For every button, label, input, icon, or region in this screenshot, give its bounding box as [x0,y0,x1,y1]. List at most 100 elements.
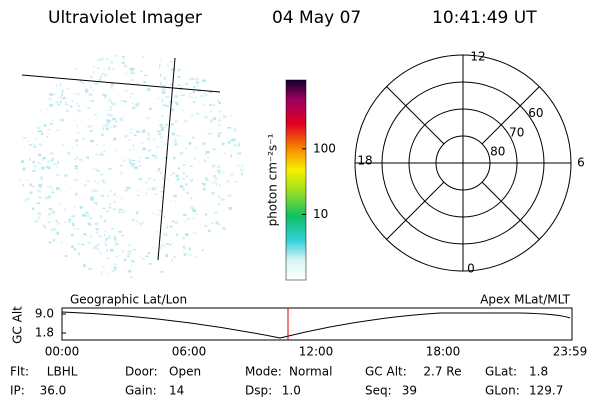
speckle [37,126,41,129]
speckle [190,206,194,210]
speckle [56,187,60,190]
speckle [218,171,221,175]
speckle [96,67,100,69]
speckle [156,145,159,149]
speckle [110,61,114,64]
speckle [34,219,39,223]
speckle [115,255,118,257]
speckle [163,216,165,219]
speckle [75,139,79,142]
speckle [118,230,122,233]
speckle [120,100,124,102]
speckle [71,215,75,218]
speckle [177,178,180,180]
speckle [217,134,220,138]
speckle [40,109,42,112]
speckle [51,93,56,96]
speckle [82,214,86,217]
speckle [227,127,232,129]
speckle [97,243,100,246]
speckle [143,74,148,76]
speckle [184,213,186,215]
speckle [159,210,163,213]
speckle [120,196,123,200]
speckle [141,257,145,260]
speckle [219,184,221,187]
speckle [217,99,220,103]
speckle [194,137,197,139]
speckle [57,103,60,106]
speckle [193,231,195,233]
speckle [102,265,105,268]
speckle [183,237,185,240]
speckle [240,168,244,172]
speckle [162,239,164,241]
speckle [59,83,61,87]
speckle [108,206,111,209]
speckle [55,84,58,87]
speckle [175,174,179,178]
speckle [110,82,114,86]
speckle [201,183,205,185]
colorbar-tick-label: 100 [313,141,336,155]
speckle [188,93,191,96]
speckle [119,164,123,167]
speckle [149,107,152,110]
speckle [170,108,174,112]
speckle [36,189,41,193]
speckle [130,128,133,131]
speckle [46,165,49,169]
speckle [166,226,168,229]
speckle [122,250,125,253]
speckle [202,183,206,186]
speckle [96,144,99,146]
speckle [34,167,37,169]
speckle [77,112,80,114]
speckle [75,68,77,70]
speckle [241,173,243,176]
speckle [152,179,156,181]
speckle [39,144,44,147]
speckle [205,177,208,180]
status-value: Open [169,365,201,379]
speckle [201,79,206,83]
speckle [183,221,187,223]
speckle [113,268,117,272]
time: 10:41:49 UT [432,8,537,28]
speckle [148,89,151,92]
speckle [173,143,178,146]
speckle [110,189,113,193]
speckle [33,146,37,148]
speckle [192,90,195,94]
speckle [165,235,170,237]
map-line [21,74,221,93]
speckle [233,128,237,132]
speckle [203,103,205,106]
speckle [162,88,167,91]
speckle [73,228,77,230]
speckle [230,115,233,117]
speckle [101,73,105,75]
speckle [70,245,74,248]
speckle [93,189,95,193]
speckle [129,160,132,164]
speckle [102,207,106,209]
speckle [76,155,79,159]
speckle [90,196,94,200]
speckle [160,127,164,129]
x-tick-label: 12:00 [299,345,334,359]
speckle [186,218,190,220]
speckle [79,158,83,161]
speckle [86,126,91,128]
speckle [130,79,134,81]
speckle [156,213,160,216]
speckle [217,124,221,126]
speckle [46,135,49,138]
speckle [186,192,189,194]
speckle [156,130,161,133]
speckle [194,256,198,259]
speckle [74,120,77,122]
speckle [35,138,37,140]
right-label: Apex MLat/MLT [480,293,570,307]
speckle [57,222,61,225]
